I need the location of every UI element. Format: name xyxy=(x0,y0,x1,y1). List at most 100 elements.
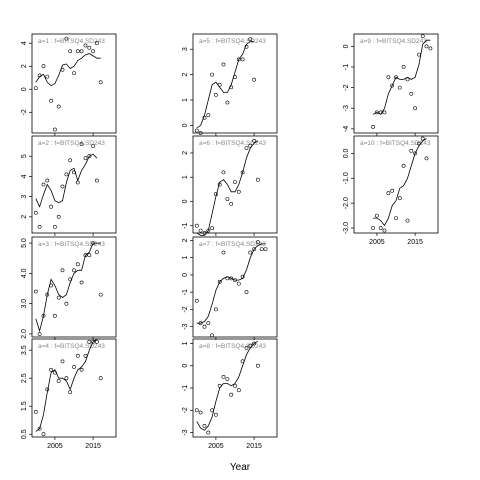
data-point xyxy=(236,57,241,62)
data-point xyxy=(53,127,57,132)
data-point xyxy=(56,379,61,383)
y-tick-label: 3 xyxy=(182,47,189,51)
y-tick-label: 1 xyxy=(182,256,189,260)
data-point xyxy=(64,301,69,306)
data-point xyxy=(202,115,207,120)
data-point xyxy=(394,216,398,221)
data-point xyxy=(217,383,222,388)
data-point xyxy=(64,376,69,381)
data-point xyxy=(240,170,245,175)
data-point xyxy=(371,124,376,129)
data-point xyxy=(221,170,226,175)
y-tick-label: 2.0 xyxy=(21,329,28,339)
data-point xyxy=(255,240,260,245)
data-point xyxy=(252,247,257,252)
y-tick-label: -3 xyxy=(343,105,350,111)
y-tick-label: -2 xyxy=(21,109,28,115)
data-point xyxy=(397,85,402,90)
data-point xyxy=(386,75,391,80)
y-tick-label: 0 xyxy=(182,199,189,203)
fit-line xyxy=(196,340,259,431)
fit-line xyxy=(35,153,98,208)
data-point xyxy=(202,423,207,428)
data-point xyxy=(72,71,76,76)
data-point xyxy=(255,177,260,182)
y-tick-label: 2 xyxy=(182,151,189,155)
data-point xyxy=(68,158,73,163)
data-point xyxy=(255,363,260,368)
data-point xyxy=(79,142,84,147)
data-point xyxy=(60,67,65,72)
y-tick-label: -2 xyxy=(182,407,189,413)
y-tick-label: 4.0 xyxy=(21,268,28,278)
data-point xyxy=(41,182,46,187)
panel-9: a=4 : f=BITSQ4.SD243 0.5 1.5 2.5 3.5 2005 2015 xyxy=(21,338,117,450)
data-point xyxy=(95,250,99,255)
data-point xyxy=(194,298,199,303)
y-tick-label: 0.5 xyxy=(21,429,28,439)
data-point xyxy=(229,85,234,90)
data-point xyxy=(405,77,410,82)
data-point xyxy=(244,345,249,350)
data-point xyxy=(210,408,215,413)
panel-label: a=5 : f=BITSQ4.SD243 xyxy=(199,38,266,45)
y-tick-label: -3.0 xyxy=(343,222,350,234)
data-point xyxy=(371,226,376,230)
data-point xyxy=(221,250,226,255)
data-point xyxy=(221,374,226,379)
data-point xyxy=(248,37,253,42)
y-tick-label: -2.0 xyxy=(343,197,350,209)
data-point xyxy=(409,148,414,153)
data-point xyxy=(91,339,96,344)
fit-line xyxy=(35,338,101,432)
data-point xyxy=(416,141,421,146)
data-point xyxy=(45,292,50,297)
data-point xyxy=(56,214,61,219)
panel-label: a=8 : f=BITSQ4.SD243 xyxy=(199,343,266,350)
fit-line xyxy=(372,39,431,115)
y-tick-label: 5.0 xyxy=(21,238,28,248)
data-point xyxy=(229,276,234,281)
data-point xyxy=(221,62,226,67)
x-tick-label: 2005 xyxy=(369,239,385,246)
data-point xyxy=(75,180,80,185)
fit-line xyxy=(196,140,259,236)
data-point xyxy=(83,156,88,161)
data-point xyxy=(259,247,264,252)
data-point xyxy=(83,43,88,48)
data-point xyxy=(424,156,429,161)
panel-frame xyxy=(31,338,117,438)
data-point xyxy=(68,277,73,282)
data-point xyxy=(252,77,257,82)
panel-label: a=1 : f=BITSQ4.SD243 xyxy=(38,38,105,45)
data-point xyxy=(91,144,96,149)
data-point xyxy=(424,44,429,49)
data-point xyxy=(217,279,222,284)
data-point xyxy=(213,192,218,197)
y-tick-label: -1 xyxy=(182,223,189,229)
data-point xyxy=(401,65,406,69)
data-point xyxy=(213,412,218,417)
data-point xyxy=(45,178,50,183)
panel-frame xyxy=(192,33,278,134)
x-tick-label: 2015 xyxy=(246,443,262,450)
data-point xyxy=(64,172,69,177)
panel-frame xyxy=(353,33,439,134)
data-point xyxy=(37,73,42,78)
panel-2: a=5 : f=BITSQ4.SD243 0 1 2 3 xyxy=(182,33,278,136)
x-tick-label: 2005 xyxy=(47,443,63,450)
data-point xyxy=(233,75,237,80)
data-point xyxy=(374,110,379,115)
data-point xyxy=(382,110,387,115)
data-point xyxy=(244,146,249,151)
panel-label: a=7 : f=BITSQ4.SD243 xyxy=(199,241,266,248)
data-point xyxy=(240,359,245,364)
data-point xyxy=(49,204,54,209)
data-point xyxy=(394,75,398,80)
data-point xyxy=(225,197,230,202)
panel-4: a=2 : f=BITSQ4.SD243 2 3 4 5 xyxy=(21,135,117,236)
panel-1: a=1 : f=BITSQ4.SD243 -2 0 2 4 xyxy=(21,33,117,136)
y-tick-label: 0 xyxy=(182,123,189,127)
data-point xyxy=(83,353,88,358)
panel-label: a=6 : f=BITSQ4.SD243 xyxy=(199,140,266,147)
